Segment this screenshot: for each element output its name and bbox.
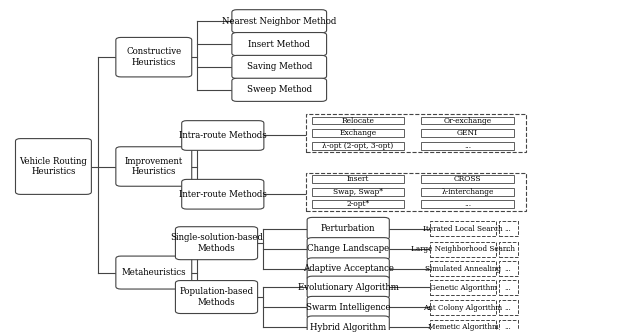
Text: Single-solution-based
Methods: Single-solution-based Methods bbox=[170, 233, 263, 253]
FancyBboxPatch shape bbox=[15, 139, 92, 194]
Text: ...: ... bbox=[505, 265, 511, 273]
FancyBboxPatch shape bbox=[182, 179, 264, 209]
Text: Change Landscape: Change Landscape bbox=[307, 244, 389, 253]
Bar bbox=[312, 142, 404, 150]
Bar bbox=[499, 221, 518, 236]
Text: Nearest Neighbor Method: Nearest Neighbor Method bbox=[222, 17, 337, 26]
FancyBboxPatch shape bbox=[307, 217, 389, 240]
Text: Iterated Local Search: Iterated Local Search bbox=[423, 225, 503, 233]
Text: ...: ... bbox=[505, 323, 511, 331]
Bar bbox=[422, 142, 514, 150]
Text: Memetic Algorithm: Memetic Algorithm bbox=[428, 323, 499, 331]
Bar bbox=[312, 175, 404, 183]
Bar bbox=[430, 280, 496, 295]
Bar bbox=[422, 175, 514, 183]
FancyBboxPatch shape bbox=[232, 55, 326, 79]
Text: Large Neighborhood Search: Large Neighborhood Search bbox=[411, 245, 515, 253]
Text: ...: ... bbox=[505, 304, 511, 312]
FancyBboxPatch shape bbox=[307, 238, 389, 260]
Text: Population-based
Methods: Population-based Methods bbox=[179, 287, 253, 307]
Text: Insert Method: Insert Method bbox=[248, 40, 310, 49]
Text: Genetic Algorithm: Genetic Algorithm bbox=[429, 284, 497, 292]
FancyBboxPatch shape bbox=[116, 37, 192, 77]
FancyBboxPatch shape bbox=[182, 121, 264, 150]
Text: Inter-route Methods: Inter-route Methods bbox=[179, 190, 267, 199]
FancyBboxPatch shape bbox=[116, 256, 192, 289]
Bar bbox=[499, 320, 518, 333]
Text: λ-interchange: λ-interchange bbox=[442, 188, 493, 196]
Text: ...: ... bbox=[464, 142, 471, 150]
Text: Swap, Swap*: Swap, Swap* bbox=[333, 188, 383, 196]
Text: Relocate: Relocate bbox=[341, 117, 374, 125]
Text: Exchange: Exchange bbox=[339, 129, 376, 137]
Bar bbox=[430, 300, 496, 315]
Text: GENI: GENI bbox=[457, 129, 478, 137]
FancyBboxPatch shape bbox=[175, 281, 257, 313]
Bar bbox=[306, 173, 525, 210]
Bar bbox=[430, 320, 496, 333]
Text: CROSS: CROSS bbox=[454, 175, 481, 183]
Text: ...: ... bbox=[505, 245, 511, 253]
Bar bbox=[499, 280, 518, 295]
Text: ...: ... bbox=[464, 200, 471, 208]
Text: Vehicle Routing
Heuristics: Vehicle Routing Heuristics bbox=[19, 157, 88, 176]
Text: Swarm Intelligence: Swarm Intelligence bbox=[306, 303, 390, 312]
Bar bbox=[306, 114, 525, 152]
Bar bbox=[499, 241, 518, 256]
FancyBboxPatch shape bbox=[307, 296, 389, 319]
Text: Saving Method: Saving Method bbox=[246, 63, 312, 72]
FancyBboxPatch shape bbox=[232, 33, 326, 56]
Bar bbox=[422, 200, 514, 208]
Bar bbox=[499, 261, 518, 276]
Bar bbox=[312, 188, 404, 196]
Bar bbox=[430, 241, 496, 256]
Text: Perturbation: Perturbation bbox=[321, 224, 376, 233]
Text: Sweep Method: Sweep Method bbox=[246, 85, 312, 94]
Bar bbox=[422, 117, 514, 125]
Text: 2-opt*: 2-opt* bbox=[346, 200, 369, 208]
FancyBboxPatch shape bbox=[307, 258, 389, 280]
FancyBboxPatch shape bbox=[232, 78, 326, 101]
Text: Improvement
Heuristics: Improvement Heuristics bbox=[125, 157, 183, 176]
Text: Evolutionary Algorithm: Evolutionary Algorithm bbox=[298, 283, 399, 292]
Text: Intra-route Methods: Intra-route Methods bbox=[179, 131, 267, 140]
FancyBboxPatch shape bbox=[307, 276, 389, 298]
Text: Metaheuristics: Metaheuristics bbox=[122, 268, 186, 277]
Bar bbox=[430, 221, 496, 236]
Text: Or-exchange: Or-exchange bbox=[444, 117, 492, 125]
Text: Constructive
Heuristics: Constructive Heuristics bbox=[126, 48, 181, 67]
Text: λ-opt (2-opt, 3-opt): λ-opt (2-opt, 3-opt) bbox=[322, 142, 394, 150]
Text: Insert: Insert bbox=[347, 175, 369, 183]
Text: ...: ... bbox=[505, 284, 511, 292]
Bar bbox=[422, 129, 514, 137]
FancyBboxPatch shape bbox=[232, 10, 326, 33]
Bar bbox=[430, 261, 496, 276]
Bar bbox=[312, 117, 404, 125]
Text: Adaptive Acceptance: Adaptive Acceptance bbox=[303, 264, 394, 273]
Text: Ant Colony Algorithm: Ant Colony Algorithm bbox=[424, 304, 502, 312]
Bar bbox=[422, 188, 514, 196]
Bar bbox=[312, 200, 404, 208]
Text: Hybrid Algorithm: Hybrid Algorithm bbox=[310, 323, 387, 332]
Bar bbox=[499, 300, 518, 315]
Text: Simulated Annealing: Simulated Annealing bbox=[425, 265, 501, 273]
Bar bbox=[312, 129, 404, 137]
FancyBboxPatch shape bbox=[175, 227, 257, 260]
FancyBboxPatch shape bbox=[307, 316, 389, 333]
FancyBboxPatch shape bbox=[116, 147, 192, 186]
Text: ...: ... bbox=[505, 225, 511, 233]
